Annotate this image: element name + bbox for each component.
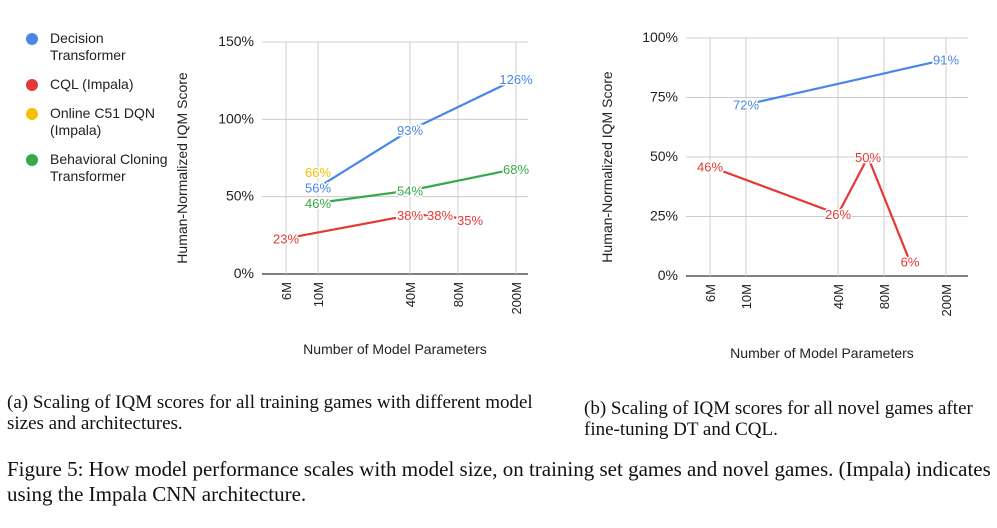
- y-tick-label: 150%: [218, 33, 254, 49]
- legend-label: Online C51 DQN (Impala): [50, 105, 156, 138]
- y-tick-label: 75%: [650, 89, 678, 105]
- series-line-1: [285, 214, 471, 240]
- data-label: 26%: [825, 207, 851, 222]
- series-line-0: [317, 78, 517, 189]
- x-tick-label: 200M: [939, 284, 954, 317]
- data-label: 126%: [499, 72, 533, 87]
- y-tick-label: 100%: [218, 110, 254, 126]
- data-label: 35%: [457, 213, 483, 228]
- series-line-0: [745, 58, 947, 106]
- x-tick-label: 200M: [509, 282, 524, 315]
- x-tick-label: 6M: [703, 284, 718, 302]
- data-label: 66%: [305, 165, 331, 180]
- legend-label: Behavioral Cloning Transformer: [50, 151, 168, 184]
- caption-a: (a) Scaling of IQM scores for all traini…: [7, 392, 533, 434]
- data-label: 72%: [733, 98, 759, 113]
- legend-swatch: [26, 108, 38, 120]
- x-tick-label: 80M: [451, 282, 466, 307]
- data-label: 23%: [273, 231, 299, 246]
- legend-item-c51: Online C51 DQN (Impala): [26, 105, 176, 139]
- data-label: 6%: [901, 255, 920, 270]
- data-label: 38%: [397, 208, 423, 223]
- caption-b: (b) Scaling of IQM scores for all novel …: [584, 398, 973, 440]
- series-line-3: [317, 167, 517, 204]
- x-tick-label: 6M: [279, 282, 294, 300]
- data-label: 68%: [503, 162, 529, 177]
- legend-swatch: [26, 33, 38, 45]
- legend-label: CQL (Impala): [50, 76, 134, 92]
- y-axis-title: Human-Normalized IQM Score: [174, 72, 190, 264]
- data-label: 46%: [697, 160, 723, 175]
- data-label: 46%: [305, 196, 331, 211]
- legend-swatch: [26, 154, 38, 166]
- x-tick-label: 80M: [877, 284, 892, 309]
- legend-item-decision-transformer: Decision Transformer: [26, 30, 176, 64]
- y-tick-label: 0%: [234, 265, 254, 281]
- y-tick-label: 50%: [650, 148, 678, 164]
- x-tick-label: 10M: [311, 282, 326, 307]
- legend-swatch: [26, 79, 38, 91]
- series-line-1: [709, 154, 912, 263]
- legend-item-cql: CQL (Impala): [26, 76, 176, 93]
- y-tick-label: 25%: [650, 208, 678, 224]
- data-label: 91%: [933, 52, 959, 67]
- x-tick-label: 10M: [739, 284, 754, 309]
- y-tick-label: 100%: [642, 29, 678, 45]
- data-label: 54%: [397, 183, 423, 198]
- data-label: 38%: [427, 208, 453, 223]
- x-axis-title: Number of Model Parameters: [730, 345, 914, 361]
- y-tick-label: 0%: [658, 267, 678, 283]
- x-tick-label: 40M: [403, 282, 418, 307]
- data-label: 50%: [855, 150, 881, 165]
- x-tick-label: 40M: [831, 284, 846, 309]
- data-label: 93%: [397, 123, 423, 138]
- y-axis-title: Human-Normalized IQM Score: [599, 71, 615, 263]
- legend-label: Decision Transformer: [50, 30, 126, 63]
- y-tick-label: 50%: [226, 188, 254, 204]
- legend-item-bc-transformer: Behavioral Cloning Transformer: [26, 151, 176, 185]
- legend: Decision Transformer CQL (Impala) Online…: [26, 30, 176, 197]
- figure-caption: Figure 5: How model performance scales w…: [7, 457, 991, 506]
- data-label: 56%: [305, 180, 331, 195]
- x-axis-title: Number of Model Parameters: [303, 341, 487, 357]
